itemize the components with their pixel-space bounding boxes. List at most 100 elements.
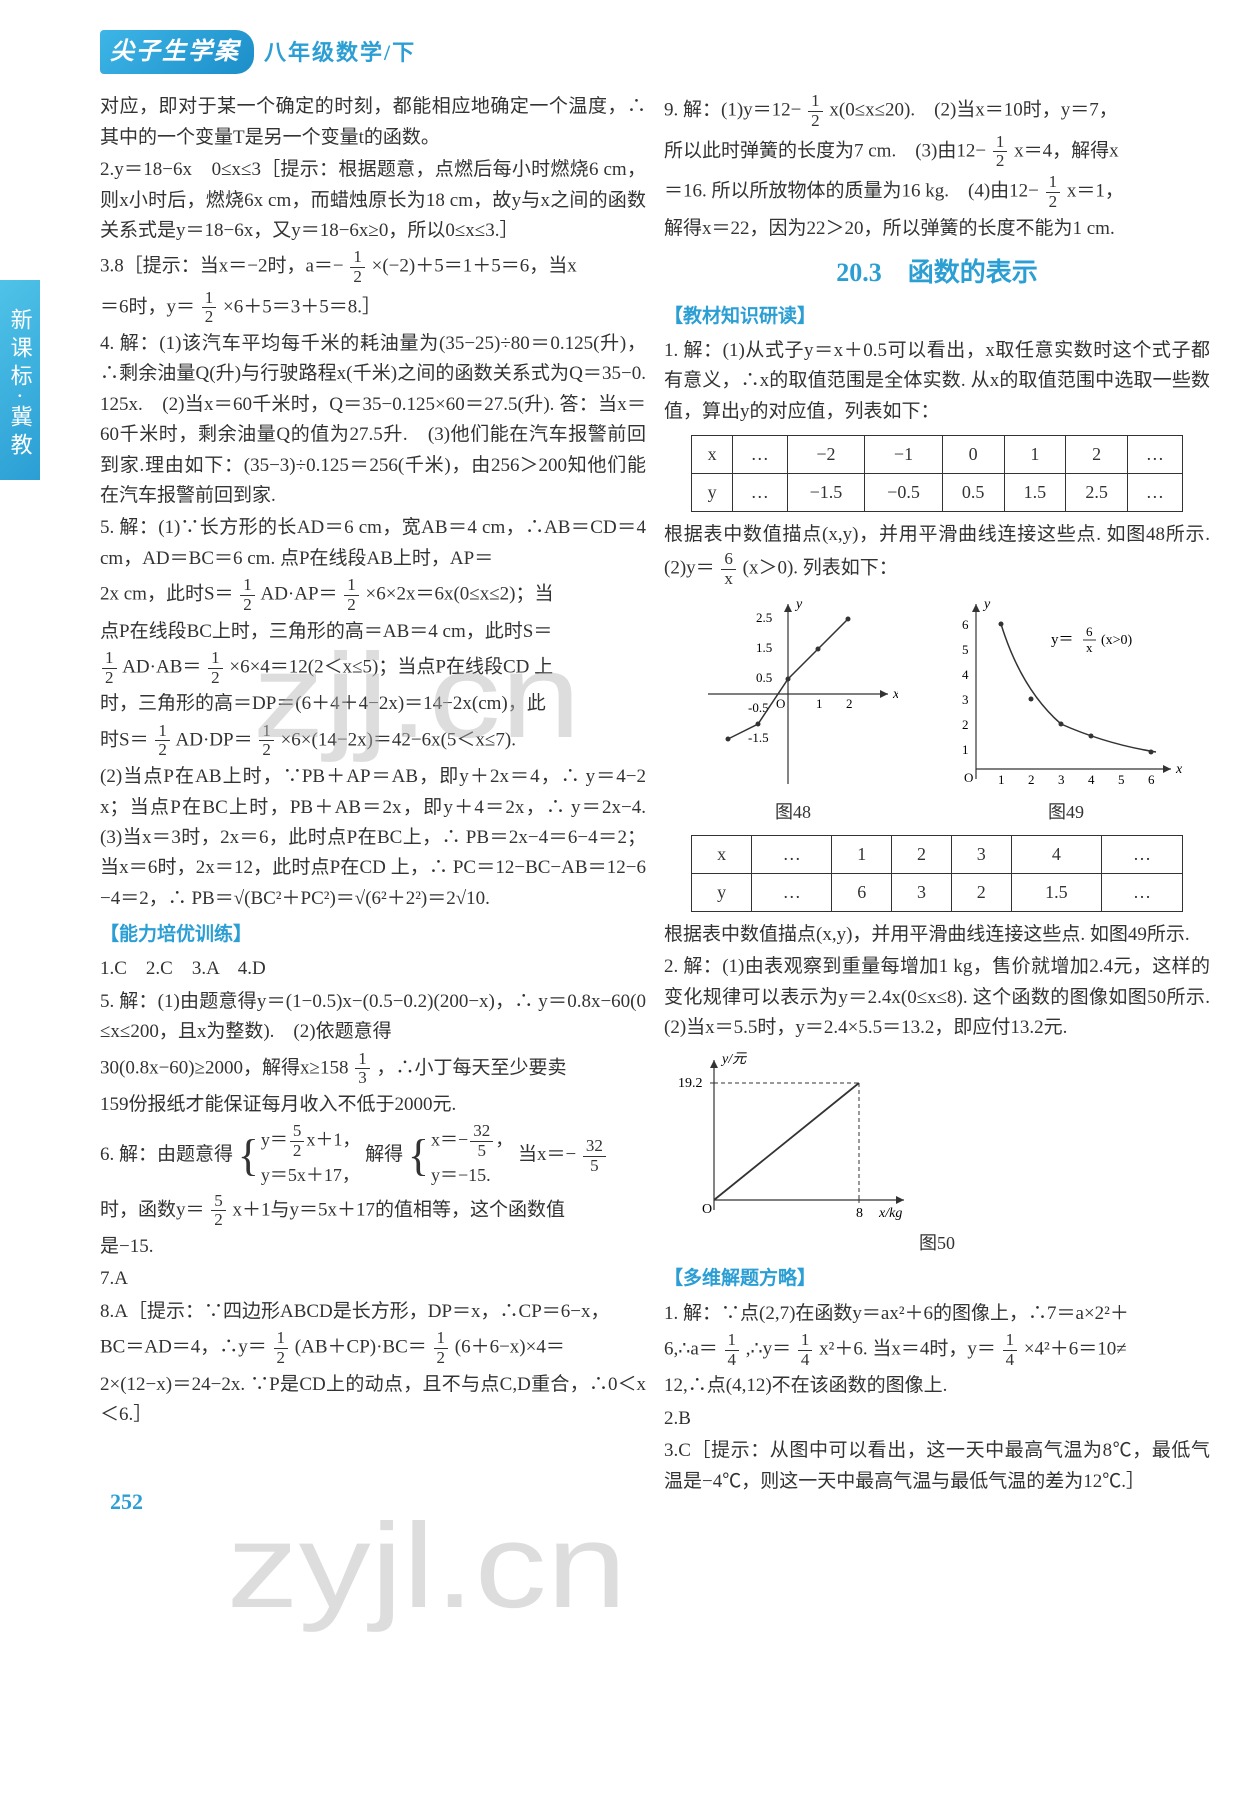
fraction: 12 [350, 248, 365, 286]
table-row: x … −2 −1 0 1 2 … [692, 436, 1182, 474]
text: AD·DP＝ [176, 729, 253, 750]
svg-text:x/kg: x/kg [878, 1206, 902, 1221]
item-5-2b: 30(0.8x−60)≥2000，解得x≥158 13 ，∴小丁每天至少要卖 [100, 1050, 646, 1088]
answers-1: 1.C 2.C 3.A 4.D [100, 954, 646, 984]
text: 时，函数y＝ [100, 1199, 205, 1220]
svg-text:2: 2 [1028, 772, 1035, 787]
fraction: 6x [721, 550, 736, 588]
svg-text:(x>0): (x>0) [1101, 633, 1133, 648]
fraction: 13 [355, 1050, 370, 1088]
cell: 1.5 [1004, 473, 1066, 511]
text: ,∴y＝ [746, 1339, 791, 1360]
item-6: 6. 解：由题意得 { y＝52x＋1， y＝5x＋17， 解得 { x＝−32… [100, 1122, 646, 1189]
svg-text:19.2: 19.2 [678, 1076, 703, 1091]
cell: 2 [1066, 436, 1128, 474]
svg-text:y＝: y＝ [1051, 632, 1074, 648]
cell: −0.5 [865, 473, 943, 511]
svg-text:O: O [964, 770, 973, 785]
cell: 3 [892, 874, 952, 912]
text: x＝4，解得x [1014, 140, 1119, 161]
text: ×6×(14−2x)＝42−6x(5＜x≤7). [281, 729, 516, 750]
text: (x＞0). 列表如下： [743, 558, 898, 579]
dw-1b: 6,∴a＝ 14 ,∴y＝ 14 x²＋6. 当x＝4时，y＝ 14 ×4²＋6… [664, 1331, 1210, 1369]
text: (6＋6−x)×4＝ [455, 1337, 565, 1358]
fraction: 12 [102, 649, 117, 687]
cell: 2.5 [1066, 473, 1128, 511]
text: 所以此时弹簧的长度为7 cm. (3)由12− [664, 140, 986, 161]
svg-text:3: 3 [1058, 772, 1065, 787]
item-7: 7.A [100, 1264, 646, 1294]
dw-2: 2.B [664, 1404, 1210, 1434]
item-9b: 所以此时弹簧的长度为7 cm. (3)由12− 12 x＝4，解得x [664, 133, 1210, 171]
equation-system: { y＝52x＋1， y＝5x＋17， [238, 1122, 361, 1189]
svg-text:x: x [1086, 640, 1093, 655]
fraction: 12 [259, 722, 274, 760]
cell: 2 [892, 836, 952, 874]
text: ×4²＋6＝10≠ [1024, 1339, 1127, 1360]
svg-text:6: 6 [1086, 624, 1093, 639]
fraction: 12 [208, 649, 223, 687]
cell: −2 [787, 436, 865, 474]
item-3: 3.8［提示：当x＝−2时，a＝− 12 ×(−2)＋5＝1＋5＝6，当x [100, 248, 646, 286]
text: x＋1与y＝5x＋17的值相等，这个函数值 [233, 1199, 566, 1220]
item-6c: 是−15. [100, 1232, 646, 1262]
dw-1a: 1. 解：∵点(2,7)在函数y＝ax²＋6的图像上，∴7＝a×2²＋ [664, 1299, 1210, 1329]
text: ×(−2)＋5＝1＋5＝6，当x [372, 256, 577, 277]
cell: … [1127, 436, 1182, 474]
text: 6,∴a＝ [664, 1339, 718, 1360]
svg-text:4: 4 [1088, 772, 1095, 787]
cell: … [1127, 473, 1182, 511]
cell: … [732, 436, 787, 474]
chart-49-wrap: x y O 6 5 4 3 2 1 1 2 3 4 5 6 [946, 594, 1186, 827]
text: x(0≤x≤20). (2)当x＝10时，y＝7， [829, 100, 1117, 121]
svg-text:1: 1 [816, 696, 823, 711]
item-3b: ＝6时，y＝ 12 ×6＋5＝3＋5＝8.］ [100, 289, 646, 327]
text: AD·AB＝ [122, 657, 201, 678]
cell: −1 [865, 436, 943, 474]
item-8a: 8.A［提示：∵四边形ABCD是长方形，DP＝x，∴CP＝6−x， [100, 1297, 646, 1327]
cell: 0.5 [942, 473, 1004, 511]
page-number: 252 [110, 1484, 143, 1519]
fraction: 12 [808, 92, 823, 130]
paragraph: 对应，即对于某一个确定的时刻，都能相应地确定一个温度，∴其中的一个变量T是另一个… [100, 92, 646, 153]
r-p2: 根据表中数值描点(x,y)，并用平滑曲线连接这些点. 如图48所示. (2)y＝… [664, 520, 1210, 589]
item-5h: 时，三角形的高＝DP＝(6＋4＋4−2x)＝14−2x(cm)，此 [100, 689, 646, 719]
fraction: 12 [344, 576, 359, 614]
svg-text:5: 5 [962, 642, 969, 657]
text: ＝6时，y＝ [100, 296, 195, 317]
item-2: 2.y＝18−6x 0≤x≤3［提示：根据题意，点燃后每小时燃烧6 cm，则x小… [100, 155, 646, 246]
left-column: 对应，即对于某一个确定的时刻，都能相应地确定一个温度，∴其中的一个变量T是另一个… [100, 92, 646, 1499]
item-5b: 2x cm，此时S＝ 12 AD·AP＝ 12 ×6×2x＝6x(0≤x≤2)；… [100, 576, 646, 614]
text: 3.8［提示：当x＝−2时，a＝− [100, 256, 344, 277]
fraction: 14 [725, 1331, 740, 1369]
header: 尖子生学案 八年级数学/下 [100, 30, 1210, 74]
svg-text:0.5: 0.5 [756, 670, 772, 685]
item-5e: 点P在线段BC上时，三角形的高＝AB＝4 cm，此时S＝ [100, 617, 646, 647]
svg-text:O: O [702, 1202, 712, 1217]
eq: y＝5x＋17， [261, 1161, 361, 1190]
table-row: y … −1.5 −0.5 0.5 1.5 2.5 … [692, 473, 1182, 511]
svg-text:2.5: 2.5 [756, 610, 772, 625]
dw-3: 3.C［提示：从图中可以看出，这一天中最高气温为8℃，最低气温是−4℃，则这一天… [664, 1436, 1210, 1497]
fraction: 325 [583, 1137, 606, 1175]
header-badge: 尖子生学案 [100, 30, 254, 74]
cell: 1.5 [1011, 874, 1102, 912]
fraction: 14 [1003, 1331, 1018, 1369]
cell: … [752, 874, 832, 912]
svg-text:2: 2 [846, 696, 853, 711]
text: ×6×2x＝6x(0≤x≤2)；当 [366, 584, 554, 605]
charts-48-49: x y O 2.5 1.5 0.5 -0.5 -1.5 1 2 [664, 594, 1210, 827]
chart-48: x y O 2.5 1.5 0.5 -0.5 -1.5 1 2 [688, 594, 898, 794]
text: ，∴小丁每天至少要卖 [376, 1057, 566, 1078]
table-1: x … −2 −1 0 1 2 … y … −1.5 −0.5 0.5 1.5 … [691, 435, 1182, 512]
svg-text:y: y [982, 597, 991, 612]
text: 2x cm，此时S＝ [100, 584, 234, 605]
item-5a: 5. 解：(1)∵长方形的长AD＝6 cm，宽AB＝4 cm，∴AB＝CD＝4 … [100, 513, 646, 574]
text: 时S＝ [100, 729, 149, 750]
table-2: x … 1 2 3 4 … y … 6 3 2 1.5 … [691, 835, 1182, 912]
table-row: x … 1 2 3 4 … [692, 836, 1182, 874]
svg-text:y/元: y/元 [720, 1052, 747, 1067]
header-subtitle: 八年级数学/下 [264, 35, 416, 70]
fraction: 12 [434, 1329, 449, 1367]
text: x²＋6. 当x＝4时，y＝ [819, 1339, 996, 1360]
